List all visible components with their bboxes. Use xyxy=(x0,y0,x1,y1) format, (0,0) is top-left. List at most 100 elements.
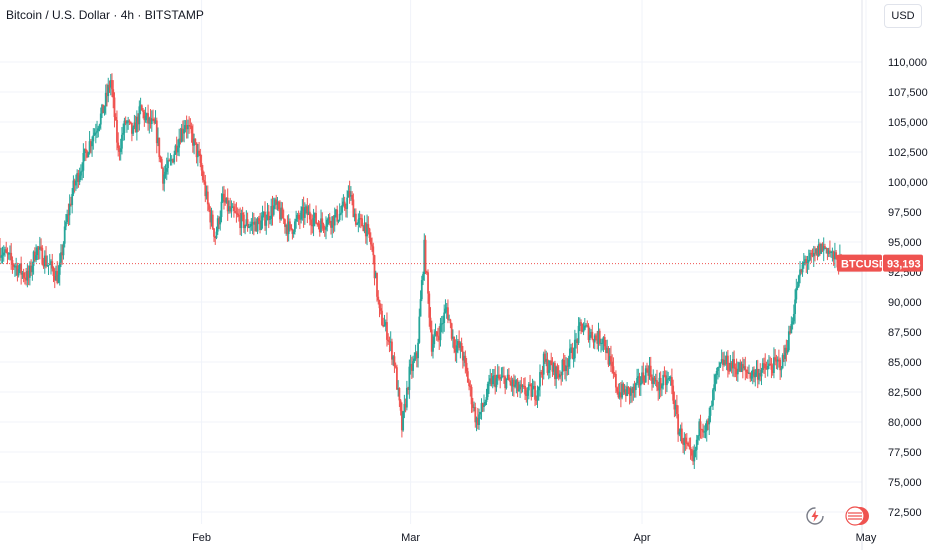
candle xyxy=(221,186,224,204)
candle xyxy=(326,218,329,232)
candle xyxy=(618,383,621,400)
current-price-badge: BTCUSD 93,193 xyxy=(837,254,923,272)
candle-body xyxy=(134,122,137,133)
candle xyxy=(5,241,8,254)
us-flag-icon[interactable] xyxy=(845,505,871,527)
candle xyxy=(495,374,498,392)
candle-body xyxy=(723,359,726,365)
candle xyxy=(570,343,573,354)
candle xyxy=(626,382,629,397)
candle-body xyxy=(346,197,349,209)
candle xyxy=(310,213,312,235)
candle xyxy=(797,274,800,288)
candle xyxy=(234,203,237,214)
candle-body xyxy=(27,270,30,278)
candle xyxy=(427,269,429,304)
candle xyxy=(98,123,101,132)
candle-body xyxy=(581,323,584,332)
price-tick-label: 107,500 xyxy=(888,87,928,99)
candle xyxy=(103,105,106,116)
candle-body xyxy=(707,421,709,425)
candle-body xyxy=(651,376,653,384)
candle xyxy=(87,151,90,158)
candle-body xyxy=(22,272,25,278)
candle-body xyxy=(825,248,828,250)
candle xyxy=(578,317,581,332)
candle xyxy=(214,235,217,245)
candle-body xyxy=(186,125,189,130)
candle-body xyxy=(702,429,704,433)
candle-body xyxy=(353,213,356,218)
candle-body xyxy=(113,97,116,118)
candle-body xyxy=(616,387,619,392)
candle-body xyxy=(611,361,614,367)
candle-body xyxy=(521,385,524,388)
candle-body xyxy=(698,421,701,436)
candle-body xyxy=(224,199,227,203)
candle xyxy=(392,354,395,366)
candle-body xyxy=(619,392,622,398)
candle xyxy=(434,323,437,337)
candle xyxy=(223,185,225,210)
lightning-replay-icon[interactable] xyxy=(804,505,826,527)
candle xyxy=(816,245,819,261)
candle xyxy=(6,247,9,265)
candle xyxy=(144,107,147,123)
candle xyxy=(540,369,543,378)
candle xyxy=(516,377,519,398)
candle xyxy=(327,214,330,225)
candle-body xyxy=(306,206,309,215)
candle-body xyxy=(363,222,366,232)
candle-body xyxy=(511,379,514,387)
candle xyxy=(109,73,112,96)
candle xyxy=(286,215,289,242)
candle xyxy=(770,357,773,379)
candle xyxy=(62,241,65,260)
candle xyxy=(308,203,311,226)
candle-body xyxy=(254,221,256,225)
candle-body xyxy=(573,339,576,359)
candle-body xyxy=(773,357,775,374)
currency-button[interactable]: USD xyxy=(884,4,922,28)
time-axis[interactable]: Feb Mar Apr May xyxy=(192,532,877,544)
candle xyxy=(824,243,826,250)
candle-body xyxy=(301,207,304,211)
candle-body xyxy=(484,401,487,405)
candle-body xyxy=(270,205,273,219)
price-axis[interactable]: 72,500 75,000 77,500 80,000 82,500 85,000 87,5… xyxy=(888,57,928,519)
candle xyxy=(459,341,462,359)
candle xyxy=(279,200,281,223)
candle xyxy=(96,120,98,139)
candle xyxy=(70,196,72,207)
candle-body xyxy=(320,218,322,233)
candle xyxy=(134,115,137,133)
candle xyxy=(43,250,46,274)
candle xyxy=(196,143,199,167)
candle-body xyxy=(21,272,24,275)
candle-body xyxy=(501,375,504,377)
candle-body xyxy=(526,390,529,396)
candle xyxy=(693,444,696,469)
candle-body xyxy=(432,344,434,352)
candle xyxy=(405,380,408,411)
candle-body xyxy=(124,120,127,124)
candle-body xyxy=(717,367,719,371)
candle xyxy=(775,354,778,370)
candle-body xyxy=(86,151,88,158)
candle-body xyxy=(688,445,691,447)
candle xyxy=(353,208,356,222)
candle xyxy=(216,215,219,235)
candle xyxy=(270,198,273,226)
candle xyxy=(725,351,728,371)
candle xyxy=(571,342,574,360)
candle-body xyxy=(53,275,56,281)
candle xyxy=(22,268,25,283)
candle xyxy=(37,245,40,260)
candle xyxy=(606,339,609,354)
candle-body xyxy=(219,217,222,225)
candle xyxy=(825,247,828,254)
candle-body xyxy=(827,250,830,254)
candle xyxy=(306,198,309,224)
candle xyxy=(800,268,803,275)
